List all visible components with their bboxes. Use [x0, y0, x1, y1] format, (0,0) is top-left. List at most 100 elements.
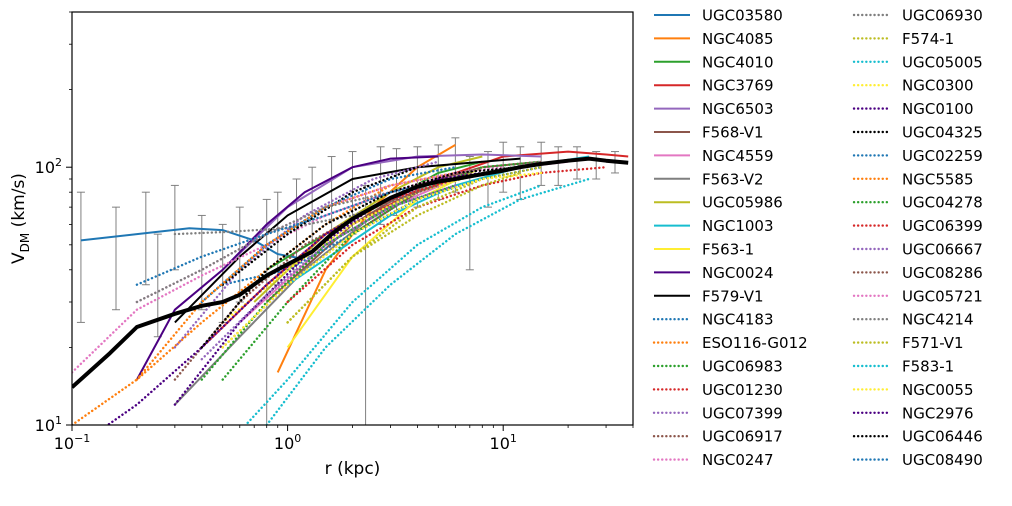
legend-entry-NGC0055: NGC0055 — [852, 381, 974, 399]
legend-label: NGC4214 — [902, 311, 974, 329]
legend-entry-NGC0024: NGC0024 — [654, 264, 774, 282]
legend-label: UGC04325 — [902, 124, 983, 142]
legend-entry-NGC3769: NGC3769 — [654, 77, 774, 95]
legend-label: UGC06983 — [702, 358, 783, 376]
series-line-NGC0100 — [173, 171, 484, 406]
legend-label: NGC2976 — [902, 404, 974, 422]
legend-entry-UGC06446: UGC06446 — [852, 428, 983, 446]
legend-label: UGC05721 — [902, 287, 983, 305]
legend-entry-UGC06667: UGC06667 — [852, 241, 983, 259]
legend-label: UGC06399 — [902, 217, 983, 235]
series-line-UGC08286 — [173, 184, 440, 381]
x-tick-exponent: 1 — [510, 432, 517, 445]
x-axis-label: r (kpc) — [325, 459, 381, 479]
legend-entry-NGC0247: NGC0247 — [652, 451, 774, 469]
error-bar-22 — [499, 141, 508, 193]
legend-label: NGC0247 — [702, 451, 774, 469]
legend-label: UGC07399 — [702, 404, 783, 422]
mean-curve — [72, 156, 629, 389]
legend-entry-NGC5585: NGC5585 — [852, 170, 974, 188]
legend-label: UGC06446 — [902, 428, 983, 446]
series-line-F563-1 — [286, 166, 483, 348]
series-line-NGC2976 — [105, 205, 375, 425]
series-line-ESO116-G012 — [72, 184, 392, 425]
error-bar-1 — [112, 206, 121, 311]
series-line-NGC0300 — [221, 171, 484, 324]
x-tick-exponent: 0 — [294, 432, 301, 445]
legend-label: NGC1003 — [702, 217, 774, 235]
y-tick-exponent: 1 — [55, 414, 62, 427]
series-line-F583-1 — [244, 184, 543, 425]
error-bar-8 — [262, 198, 271, 425]
legend-entry-UGC08490: UGC08490 — [852, 451, 983, 469]
y-tick-exponent: 2 — [55, 156, 62, 169]
legend-entry-NGC4085: NGC4085 — [654, 30, 774, 48]
legend-label: F568-V1 — [702, 124, 764, 142]
legend-label: NGC0100 — [902, 100, 974, 118]
legend-label: UGC06930 — [902, 7, 983, 25]
legend-entry-NGC1003: NGC1003 — [654, 217, 774, 235]
legend-entry-NGC4559: NGC4559 — [654, 147, 774, 165]
legend-entry-UGC05005: UGC05005 — [852, 53, 983, 71]
legend-label: NGC4183 — [702, 311, 774, 329]
legend-entry-UGC06917: UGC06917 — [652, 428, 783, 446]
series-line-UGC06667 — [200, 184, 457, 361]
legend-label: UGC08490 — [902, 451, 983, 469]
legend-label: ESO116-G012 — [702, 334, 808, 352]
legend-label: F574-1 — [902, 30, 954, 48]
series-line-F579-V1 — [174, 157, 521, 324]
legend-entry-UGC08286: UGC08286 — [852, 264, 983, 282]
series-line-NGC0024 — [136, 155, 439, 381]
series-line-UGC06983 — [221, 160, 543, 381]
legend-label: UGC06917 — [702, 428, 783, 446]
legend-entry-UGC06930: UGC06930 — [852, 7, 983, 25]
series-line-UGC05005 — [265, 177, 591, 425]
series-line-UGC01230 — [286, 166, 608, 304]
legend-entry-UGC05721: UGC05721 — [852, 287, 983, 305]
legend-label: NGC6503 — [702, 100, 774, 118]
y-axis-label-main: V — [9, 252, 29, 264]
series-lines — [72, 144, 629, 425]
legend-entry-UGC04325: UGC04325 — [852, 124, 983, 142]
legend-entry-F574-1: F574-1 — [852, 30, 954, 48]
legend-label: F579-V1 — [702, 287, 764, 305]
legend-entry-UGC04278: UGC04278 — [852, 194, 983, 212]
legend-entry-UGC03580: UGC03580 — [654, 7, 783, 25]
error-bar-0 — [76, 191, 85, 323]
legend-label: NGC0055 — [902, 381, 974, 399]
legend-entry-NGC0100: NGC0100 — [852, 100, 974, 118]
legend-entry-F563-V2: F563-V2 — [654, 170, 764, 188]
error-bar-27 — [592, 151, 601, 180]
legend-entry-UGC06399: UGC06399 — [852, 217, 983, 235]
legend-entry-UGC02259: UGC02259 — [852, 147, 983, 165]
legend-label: UGC05005 — [902, 53, 983, 71]
legend-label: NGC0024 — [702, 264, 774, 282]
series-line-UGC06399 — [200, 177, 457, 349]
legend-label: UGC02259 — [902, 147, 983, 165]
legend-entry-NGC4183: NGC4183 — [652, 311, 774, 329]
y-axis-label: VDM (km/s) — [9, 173, 32, 264]
y-axis-label-unit: (km/s) — [9, 173, 29, 233]
legend-entry-F563-1: F563-1 — [654, 241, 754, 259]
error-bar-3 — [170, 184, 179, 271]
x-tick-exponent: −1 — [74, 432, 90, 445]
error-bar-2 — [141, 191, 150, 286]
legend-label: NGC3769 — [702, 77, 774, 95]
y-tick-label-0: 101 — [35, 414, 62, 435]
x-tick-label-2: 101 — [490, 432, 517, 453]
series-line-UGC04325 — [221, 166, 419, 286]
series-line-F571-V1 — [286, 171, 522, 324]
legend-label: F571-V1 — [902, 334, 964, 352]
legend-label: UGC01230 — [702, 381, 783, 399]
series-line-UGC03580 — [80, 227, 305, 261]
legend-label: F563-V2 — [702, 170, 764, 188]
legend-entry-F583-1: F583-1 — [852, 358, 954, 376]
legend-label: UGC05986 — [702, 194, 783, 212]
y-axis-label-subscript: DM — [18, 233, 32, 253]
legend-entry-F571-V1: F571-V1 — [852, 334, 964, 352]
mean-curve-line — [72, 156, 629, 389]
legend-label: NGC0300 — [902, 77, 974, 95]
legend-label: NGC4010 — [702, 53, 774, 71]
